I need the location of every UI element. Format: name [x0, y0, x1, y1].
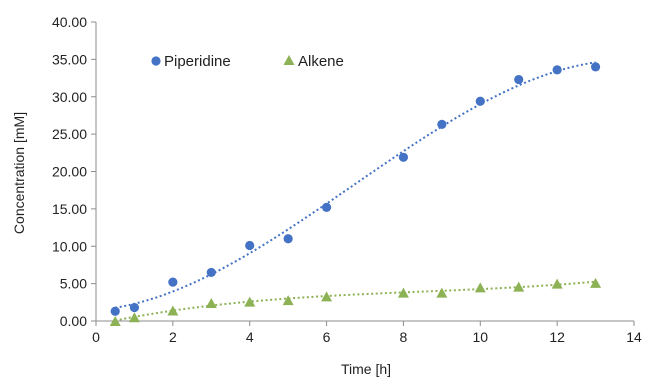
x-tick-label: 8	[400, 329, 408, 345]
legend-marker-alkene	[283, 55, 295, 65]
point-alkene	[244, 296, 256, 307]
point-alkene	[109, 316, 121, 326]
trendlines	[115, 61, 596, 322]
y-tick-label: 15.00	[52, 201, 87, 217]
y-axis-ticks: 0.00 5.00 10.00 15.00 20.00 25.00 30.00 35.00 40…	[52, 14, 96, 329]
point-alkene	[205, 298, 217, 309]
y-tick-label: 0.00	[60, 313, 87, 329]
point-piperidine	[321, 202, 332, 212]
y-tick-label: 35.00	[52, 51, 87, 67]
y-axis-title: Concentration [mM]	[11, 112, 27, 234]
legend-marker-piperidine	[151, 56, 161, 66]
point-alkene	[513, 281, 525, 292]
point-alkene	[551, 278, 563, 289]
point-piperidine	[514, 74, 524, 85]
x-axis-ticks: 0 2 4 6 8 10 12 14	[92, 321, 642, 345]
point-alkene	[282, 295, 294, 306]
legend-label-alkene: Alkene	[298, 53, 344, 70]
point-piperidine	[398, 152, 409, 162]
point-piperidine	[552, 65, 562, 75]
point-piperidine	[590, 62, 601, 72]
trendline-alkene	[115, 280, 596, 322]
point-piperidine	[245, 240, 255, 251]
legend: Piperidine Alkene	[151, 53, 344, 70]
y-tick-label: 20.00	[52, 164, 87, 180]
x-tick-label: 14	[626, 329, 642, 345]
x-tick-label: 6	[323, 329, 331, 345]
x-axis-title: Time [h]	[341, 361, 391, 377]
point-alkene	[397, 287, 409, 298]
point-piperidine	[283, 234, 293, 244]
point-alkene	[321, 291, 333, 302]
data-markers	[109, 62, 602, 326]
point-piperidine	[129, 302, 140, 313]
point-alkene	[436, 287, 448, 298]
point-alkene	[167, 305, 179, 316]
x-tick-label: 2	[169, 329, 177, 345]
point-alkene	[474, 282, 486, 293]
y-tick-label: 25.00	[52, 126, 87, 142]
trendline-piperidine	[115, 61, 596, 309]
point-piperidine	[206, 267, 216, 278]
y-tick-label: 5.00	[60, 276, 87, 292]
x-tick-label: 0	[92, 329, 100, 345]
y-tick-label: 40.00	[52, 14, 87, 30]
point-piperidine	[475, 96, 485, 106]
y-tick-label: 30.00	[52, 89, 87, 105]
x-tick-label: 4	[246, 329, 254, 345]
point-piperidine	[110, 306, 120, 316]
point-alkene	[128, 312, 140, 323]
point-alkene	[590, 277, 602, 288]
legend-label-piperidine: Piperidine	[164, 53, 231, 70]
x-tick-label: 10	[472, 329, 488, 345]
point-piperidine	[168, 277, 178, 287]
x-tick-label: 12	[549, 329, 565, 345]
point-piperidine	[437, 119, 447, 130]
y-tick-label: 10.00	[52, 238, 87, 254]
